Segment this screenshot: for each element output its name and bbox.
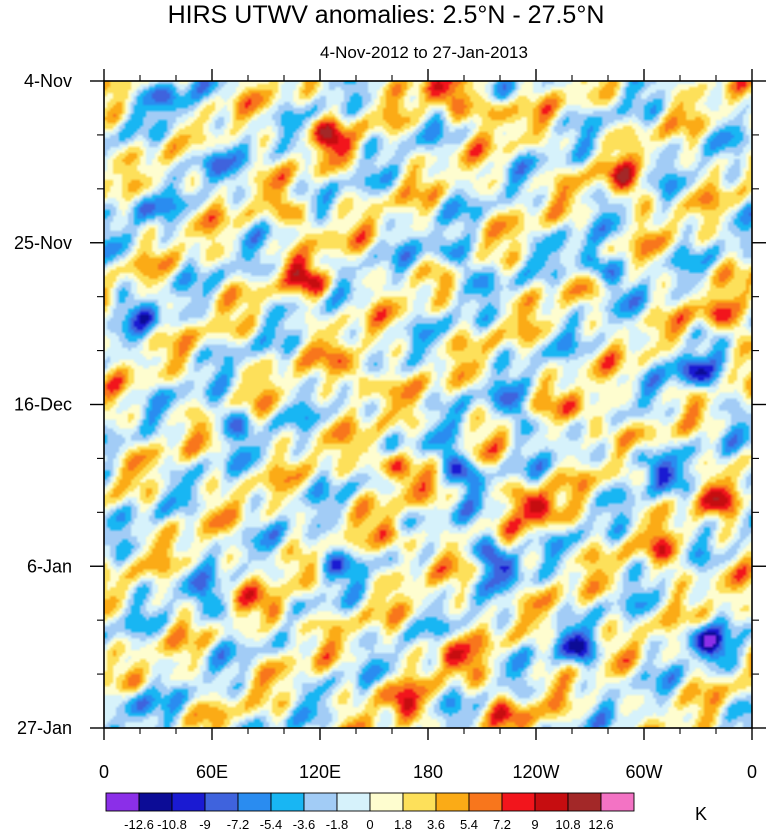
chart-subtitle: 4-Nov-2012 to 27-Jan-2013	[320, 43, 528, 62]
colorbar-label: 12.6	[588, 817, 613, 830]
colorbar-swatch	[435, 792, 470, 812]
x-tick-label: 0	[99, 762, 109, 782]
colorbar-swatch	[204, 792, 239, 812]
colorbar: -12.6 -10.8 -9 -7.2 -5.4 -3.6 -1.8 0 1.8 3.6 5.4 7.…	[105, 792, 635, 830]
colorbar-swatch	[468, 792, 503, 812]
colorbar-swatch	[171, 792, 206, 812]
y-tick-label: 25-Nov	[14, 233, 72, 253]
colorbar-label: 7.2	[493, 817, 511, 830]
colorbar-label: 9	[531, 817, 538, 830]
colorbar-label: -9	[199, 817, 211, 830]
colorbar-swatch	[600, 792, 635, 812]
colorbar-swatch	[402, 792, 437, 812]
colorbar-swatch	[138, 792, 173, 812]
colorbar-label: 10.8	[555, 817, 580, 830]
colorbar-swatch	[567, 792, 602, 812]
colorbar-swatch	[336, 792, 371, 812]
x-tick-label: 180	[413, 762, 443, 782]
x-tick-label: 120E	[299, 762, 341, 782]
colorbar-label: 3.6	[427, 817, 445, 830]
x-tick-label: 120W	[512, 762, 559, 782]
colorbar-swatch	[534, 792, 569, 812]
y-tick-label: 27-Jan	[17, 718, 72, 738]
colorbar-label: -7.2	[227, 817, 249, 830]
colorbar-label: -3.6	[293, 817, 315, 830]
colorbar-swatch	[105, 792, 140, 812]
y-tick-label: 4-Nov	[24, 71, 72, 91]
chart-title: HIRS UTWV anomalies: 2.5°N - 27.5°N	[168, 1, 605, 29]
colorbar-units: K	[695, 804, 707, 824]
colorbar-label: 5.4	[460, 817, 478, 830]
colorbar-label: 1.8	[394, 817, 412, 830]
colorbar-label: 0	[366, 817, 373, 830]
colorbar-label: -10.8	[157, 817, 187, 830]
y-tick-label: 6-Jan	[27, 556, 72, 576]
colorbar-label: -1.8	[326, 817, 348, 830]
colorbar-label: -5.4	[260, 817, 282, 830]
colorbar-swatch	[303, 792, 338, 812]
x-tick-label: 60E	[196, 762, 228, 782]
x-axis: 0 60E 120E 180 120W 60W 0	[99, 69, 757, 782]
colorbar-swatch	[270, 792, 305, 812]
y-tick-label: 16-Dec	[14, 395, 72, 415]
x-tick-label: 60W	[625, 762, 662, 782]
x-tick-label: 0	[747, 762, 757, 782]
colorbar-swatch	[501, 792, 536, 812]
anomaly-heatmap	[104, 81, 752, 728]
colorbar-swatch	[237, 792, 272, 812]
colorbar-label: -12.6	[124, 817, 154, 830]
y-axis: 4-Nov 25-Nov 16-Dec 6-Jan 27-Jan	[14, 71, 766, 738]
colorbar-swatch	[369, 792, 404, 812]
